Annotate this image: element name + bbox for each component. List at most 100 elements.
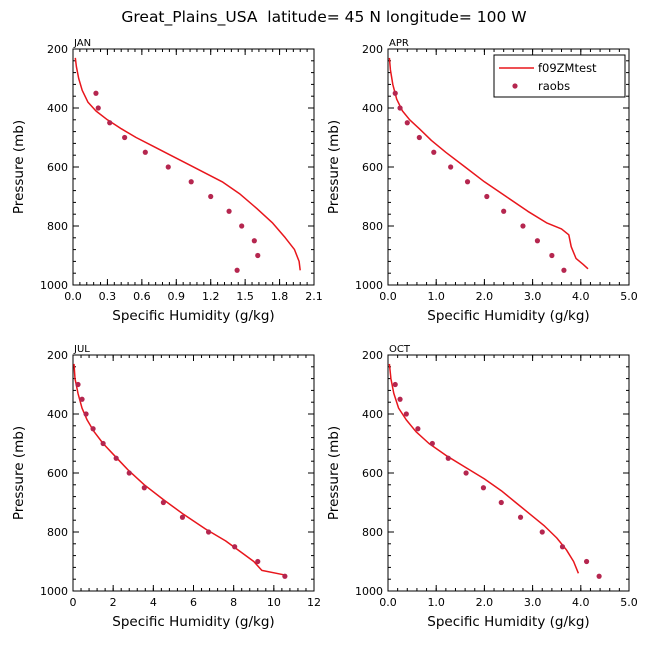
- apr-y-tick-label: 800: [362, 220, 383, 233]
- jul-raob-point: [141, 485, 147, 491]
- jul-x-axis-title: Specific Humidity (g/kg): [112, 614, 274, 630]
- apr-raob-point: [416, 134, 422, 141]
- jan-raob-point: [208, 193, 214, 200]
- apr-raob-point: [464, 179, 471, 185]
- jan-panel-label: JAN: [73, 38, 91, 49]
- apr-y-axis-title: Pressure (mb): [326, 120, 342, 214]
- legend-raob-label: raobs: [538, 79, 570, 93]
- apr-panel-label: APR: [389, 38, 409, 49]
- apr-y-tick-label: 600: [362, 161, 383, 174]
- jan-x-tick-label: 0.0: [64, 290, 82, 303]
- apr-x-axis-title: Specific Humidity (g/kg): [427, 308, 589, 324]
- jan-panel: 0.0 0.3 0.6 0.9 1.2 1.5 1.8 2.1 200 400 600 800 1000…: [11, 38, 323, 324]
- jan-x-tick-label: 0.3: [99, 290, 117, 303]
- jan-x-tick-label: 2.1: [305, 290, 323, 303]
- oct-raob-point: [539, 529, 545, 535]
- jan-x-tick-label: 1.8: [271, 290, 289, 303]
- jan-x-tick-label: 1.2: [202, 290, 220, 303]
- jul-y-tick-label: 800: [47, 526, 68, 539]
- apr-raob-point: [397, 105, 403, 111]
- jul-x-tick-label: 8: [230, 596, 237, 609]
- jul-model-line: [73, 363, 285, 576]
- oct-raob-point: [480, 485, 487, 491]
- oct-x-tick-label: 5.0: [620, 596, 638, 609]
- jan-y-axis-title: Pressure (mb): [11, 120, 27, 214]
- apr-x-tick-label: 4.0: [572, 290, 590, 303]
- jul-raob-point: [113, 455, 119, 461]
- apr-x-tick-label: 2.0: [476, 290, 494, 303]
- jan-raob-point: [226, 208, 232, 214]
- oct-y-tick-label: 800: [362, 526, 383, 539]
- jul-plot-frame: [72, 354, 315, 592]
- jan-raob-point: [239, 223, 245, 229]
- jul-raob-point: [205, 529, 212, 535]
- apr-x-tick-label: 3.0: [524, 290, 542, 303]
- oct-raob-point: [429, 440, 435, 447]
- jul-panel: 0 2 4 6 8 10 12 200 400 600 800 1000 JUL Specific Hum…: [11, 344, 321, 630]
- jan-y-tick-label: 200: [47, 43, 68, 56]
- oct-raob-point: [517, 514, 524, 520]
- jul-raob-point: [282, 573, 288, 579]
- oct-y-tick-label: 600: [362, 467, 383, 480]
- jul-raob-point: [179, 514, 186, 520]
- oct-raob-point: [445, 455, 451, 461]
- oct-raob-point: [392, 381, 398, 388]
- jul-raob-point: [126, 470, 132, 476]
- jan-raob-point: [95, 105, 101, 111]
- oct-raob-point: [397, 396, 403, 402]
- jul-x-tick-label: 6: [190, 596, 197, 609]
- oct-raob-point: [559, 544, 566, 550]
- jan-raob-point: [142, 149, 148, 155]
- jan-raob-point: [188, 179, 194, 185]
- oct-model-line: [388, 363, 580, 574]
- apr-raob-point: [520, 223, 526, 229]
- oct-x-tick-label: 3.0: [524, 596, 542, 609]
- legend-raob-marker: [512, 83, 518, 89]
- oct-y-tick-label: 200: [362, 349, 383, 362]
- jul-x-tick-label: 4: [150, 596, 157, 609]
- apr-legend: f09ZMtest raobs: [493, 54, 626, 98]
- jan-raob-point: [251, 238, 257, 244]
- oct-raob-point: [498, 499, 504, 506]
- jul-y-tick-label: 200: [47, 349, 68, 362]
- jan-x-tick-label: 0.6: [133, 290, 151, 303]
- oct-x-tick-label: 2.0: [476, 596, 494, 609]
- oct-y-tick-label: 1000: [355, 585, 383, 598]
- apr-y-tick-label: 200: [362, 43, 383, 56]
- jan-raob-point: [107, 120, 113, 126]
- oct-panel-label: OCT: [389, 344, 411, 355]
- jan-x-tick-label: 0.9: [168, 290, 186, 303]
- jul-y-axis-title: Pressure (mb): [11, 426, 27, 520]
- oct-x-tick-label: 0.0: [379, 596, 397, 609]
- jul-raob-point: [100, 440, 106, 447]
- oct-y-tick-label: 400: [362, 408, 383, 421]
- jul-x-tick-label: 10: [267, 596, 281, 609]
- apr-raob-point: [392, 90, 398, 96]
- jul-raob-point: [83, 411, 89, 417]
- jul-x-tick-label: 12: [307, 596, 321, 609]
- jan-raob-point: [122, 134, 128, 141]
- oct-y-axis-title: Pressure (mb): [326, 426, 342, 520]
- apr-raob-point: [448, 164, 454, 170]
- jul-x-tick-label: 2: [110, 596, 117, 609]
- jul-y-tick-label: 600: [47, 467, 68, 480]
- jan-raob-point: [165, 164, 171, 170]
- oct-raob-point: [403, 411, 409, 417]
- figure-title: Great_Plains_USA latitude= 45 N longitud…: [121, 8, 526, 27]
- apr-raob-point: [484, 193, 490, 200]
- apr-raob-point: [501, 208, 507, 214]
- apr-y-tick-label: 1000: [355, 279, 383, 292]
- oct-raob-point: [596, 573, 602, 579]
- legend-model-label: f09ZMtest: [538, 61, 597, 75]
- apr-x-tick-label: 5.0: [620, 290, 638, 303]
- apr-panel: 0.0 1.0 2.0 3.0 4.0 5.0 200 400 600 800 1000 APR Spe…: [326, 38, 638, 324]
- apr-raob-point: [404, 120, 410, 126]
- jan-y-tick-label: 400: [47, 102, 68, 115]
- apr-raob-point: [534, 238, 541, 244]
- apr-x-tick-label: 1.0: [427, 290, 445, 303]
- jan-model-line: [74, 57, 301, 271]
- oct-raob-point: [583, 558, 590, 565]
- jul-y-tick-label: 1000: [40, 585, 68, 598]
- oct-plot-frame: [387, 354, 630, 592]
